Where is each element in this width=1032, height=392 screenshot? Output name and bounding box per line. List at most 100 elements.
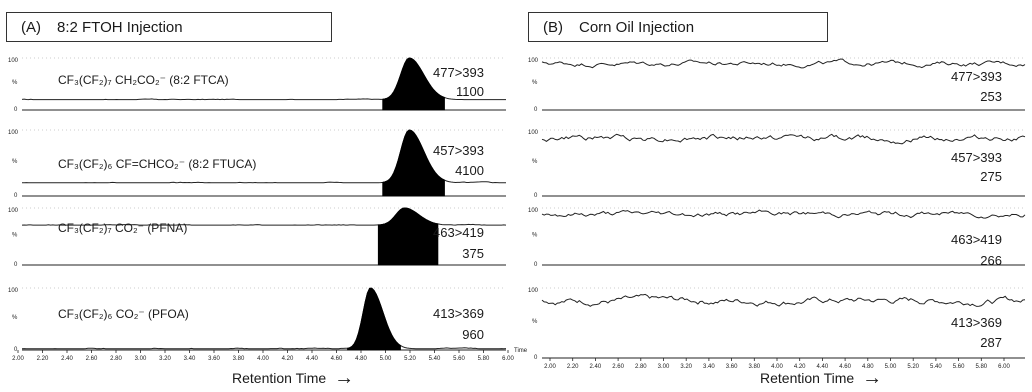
panel-a-letter: (A) [21,18,41,36]
panel-a-title: 8:2 FTOH Injection [57,18,183,36]
trace-line [541,209,1026,219]
x-tick-label: 5.40 [930,364,942,370]
x-tick-label: 5.00 [380,356,392,362]
x-tick-label: 4.00 [257,356,269,362]
y-tick-label-0: 0 [534,262,538,268]
x-tick-label: 2.60 [612,364,624,370]
x-tick-label: 2.80 [635,364,647,370]
y-tick-label-0: 0 [14,193,18,199]
trace-panel-a-3: 100% 0 [8,207,507,268]
y-tick-label-percent: % [532,319,538,325]
panel-b-title: Corn Oil Injection [579,18,695,36]
peak-fill [347,287,401,351]
peak-fill [382,57,445,111]
transition-label: 477>393 [951,69,1002,84]
x-tick-label: 4.40 [817,364,829,370]
intensity-label: 4100 [455,163,484,178]
x-tick-label: 2.20 [567,364,579,370]
y-tick-label-0: 0 [534,193,538,199]
x-tick-label: 3.20 [680,364,692,370]
panel-b-letter: (B) [543,18,563,36]
x-tick-label: 2.00 [12,356,24,362]
y-tick-label-percent: % [12,315,18,321]
intensity-label: 375 [462,246,484,261]
x-tick-label: 5.40 [429,356,441,362]
x-tick-label: 2.40 [590,364,602,370]
trace-panel-a-1: 100% 0 [8,57,506,113]
y-tick-label-percent: % [532,233,538,239]
y-tick-label-100: 100 [528,288,539,294]
intensity-label: 275 [980,169,1002,184]
y-tick-label-percent: % [532,80,538,86]
x-tick-label: 4.20 [794,364,806,370]
panel-a-x-axis-label-text: Retention Time [232,370,327,386]
trace-panel-a-2: 100% 0 [8,129,506,199]
transition-label: 463>419 [433,225,484,240]
x-tick-label: 5.60 [953,364,965,370]
x-tick-label: 4.60 [839,364,851,370]
transition-label: 477>393 [433,65,484,80]
y-tick-label-percent: % [532,159,538,165]
x-tick-label: 3.60 [208,356,220,362]
x-tick-label: 3.80 [748,364,760,370]
x-tick-label: 5.60 [453,356,465,362]
y-tick-label-0: 0 [534,107,538,113]
trace-line [541,58,1026,69]
x-tick-label: 4.40 [306,356,318,362]
x-tick-label: 4.20 [282,356,294,362]
x-tick-label: 3.40 [184,356,196,362]
y-tick-label-100: 100 [528,130,539,136]
trace-line [21,287,507,350]
trace-line [541,293,1026,307]
compound-label: CF₃(CF₂)₇ CO₂⁻ (PFNA) [58,221,187,235]
y-tick-label-0: 0 [14,107,18,113]
peak-fill [377,207,439,266]
x-tick-label: 2.40 [61,356,73,362]
y-tick-label-100: 100 [528,58,539,64]
x-tick-label: 2.00 [544,364,556,370]
x-tick-label: 3.00 [658,364,670,370]
y-tick-label-0: 0 [14,262,18,268]
x-tick-label: 3.20 [159,356,171,362]
trace-panel-b-1: 100% 0 [528,57,1026,113]
compound-label: CF₃(CF₂)₇ CH₂CO₂⁻ (8:2 FTCA) [58,73,229,87]
trace-panel-b-3: 100% 0 [528,207,1026,268]
y-tick-label-100: 100 [528,208,539,214]
y-tick-label-100: 100 [8,58,19,64]
x-tick-label: 2.60 [86,356,98,362]
x-tick-label: 2.20 [37,356,49,362]
y-tick-label-100: 100 [8,288,19,294]
x-tick-label: 5.80 [478,356,490,362]
transition-label: 457>393 [433,143,484,158]
x-tick-label: 4.60 [331,356,343,362]
right-arrow-icon: → [334,367,355,389]
transition-label: 463>419 [951,232,1002,247]
x-tick-label: 4.80 [355,356,367,362]
y-tick-label-percent: % [12,80,18,86]
x-tick-label: 4.80 [862,364,874,370]
peak-fill [382,129,445,197]
y-tick-label-100: 100 [8,208,19,214]
x-tick-label: 6.00 [998,364,1010,370]
x-tick-label: 3.40 [703,364,715,370]
panel-b-x-axis-label: Retention Time → [760,368,882,388]
intensity-label: 253 [980,89,1002,104]
panel-a-x-axis-label: Retention Time → [232,368,354,388]
panel-a-title-box: (A) 8:2 FTOH Injection [6,12,332,42]
intensity-label: 1100 [456,84,484,99]
x-axis-unit: Time [514,348,528,354]
transition-label: 413>369 [951,315,1002,330]
trace-panel-b-2: 100% 0 [528,129,1026,199]
trace-panel-a-4: 100% 0 [8,287,507,353]
x-tick-label: 3.60 [726,364,738,370]
x-tick-label: 5.00 [885,364,897,370]
x-tick-label: 6.00 [502,356,514,362]
trace-line [541,133,1026,145]
y-tick-label-percent: % [12,159,18,165]
transition-label: 413>369 [433,306,484,321]
transition-label: 457>393 [951,150,1002,165]
compound-label: CF₃(CF₂)₆ CF=CHCO₂⁻ (8:2 FTUCA) [58,157,256,171]
x-tick-label: 3.80 [233,356,245,362]
x-tick-label: 4.00 [771,364,783,370]
